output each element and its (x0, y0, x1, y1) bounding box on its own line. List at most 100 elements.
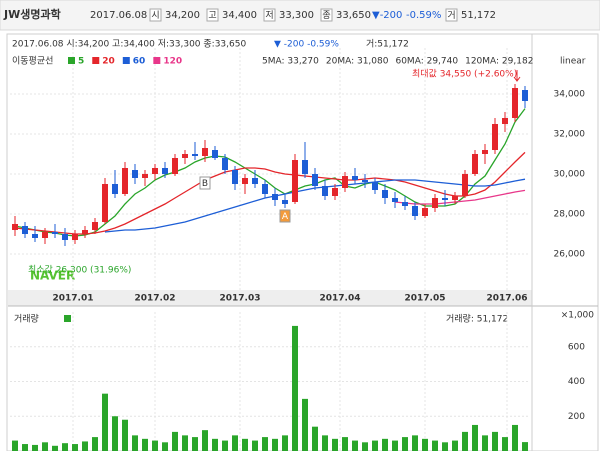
candle-body (352, 176, 358, 180)
volume-bar (112, 416, 118, 451)
volume-bar (52, 445, 58, 451)
y-tick-label: 400 (568, 377, 585, 387)
volume-bar (292, 325, 298, 451)
volume-bar (472, 424, 478, 451)
candle-body (122, 168, 128, 194)
volume-bar (32, 444, 38, 451)
legend-label: 20 (102, 57, 115, 67)
volume-title: 거래량 (14, 313, 39, 325)
candle-body (92, 222, 98, 230)
scale-label: linear (560, 57, 586, 67)
y-tick-label: 26,000 (554, 250, 586, 260)
info-line: 2017.06.08 시:34,200 고:34,400 저:33,300 종:… (12, 39, 246, 50)
x-tick-label: 2017.01 (53, 294, 94, 304)
volume-unit: ×1,000 (561, 311, 595, 321)
volume-bar (332, 438, 338, 451)
legend-swatch (92, 57, 100, 64)
candle-body (282, 200, 288, 204)
candle-body (302, 160, 308, 174)
volume-bar (182, 435, 188, 451)
x-tick-label: 2017.02 (135, 294, 176, 304)
candle-body (312, 174, 318, 186)
candle-body (362, 180, 368, 182)
volume-readout: 거래량: 51,172 (446, 313, 508, 325)
candle-body (462, 174, 468, 196)
annotation-box (279, 209, 291, 223)
volume-bar (502, 437, 508, 451)
candle-body (372, 182, 378, 190)
y-tick-label: 32,000 (554, 130, 586, 140)
candle-body (442, 198, 448, 200)
icon-box (320, 8, 333, 22)
volume-bar (362, 442, 368, 451)
y-tick-label: 34,000 (554, 90, 586, 100)
stock-name: JW생명과학 (3, 7, 61, 21)
ma-readout: 120MA: 29,182 (465, 57, 533, 67)
watermark: NAVER (30, 269, 75, 283)
volume-bar (212, 438, 218, 451)
legend-swatch (68, 57, 75, 64)
volume-bar (452, 440, 458, 451)
top-bar (0, 0, 600, 31)
x-tick-label: 2017.06 (487, 294, 528, 304)
candle-body (232, 170, 238, 184)
candle-body (392, 198, 398, 202)
volume-bar (162, 442, 168, 451)
volume-bar (242, 438, 248, 451)
candle-body (202, 148, 208, 156)
ma-readout: 5MA: 33,270 (262, 57, 319, 67)
candle-body (22, 226, 28, 234)
candle-body (272, 194, 278, 200)
candle-body (12, 224, 18, 230)
volume-bar (72, 444, 78, 451)
volume-bar (422, 438, 428, 451)
candle-body (292, 160, 298, 202)
volume-bar (392, 440, 398, 451)
ma-line (14, 108, 526, 237)
ma-readout: 20MA: 31,080 (326, 57, 389, 67)
volume-bar (342, 437, 348, 451)
candle-body (422, 208, 428, 216)
x-tick-label: 2017.03 (220, 294, 261, 304)
volume-bar (172, 431, 178, 451)
volume-bar (282, 435, 288, 451)
candle-body (62, 234, 68, 240)
volume-bar (122, 419, 128, 451)
candle-body (382, 190, 388, 198)
volume-bar (382, 438, 388, 451)
volume-bar (262, 437, 268, 451)
header-value: 33,300 (279, 10, 314, 21)
header-value: 33,650 (336, 10, 371, 21)
volume-bar (462, 431, 468, 451)
candle-body (152, 168, 158, 174)
header-volume: 51,172 (461, 10, 496, 21)
header-change-pct: -0.59% (406, 10, 441, 21)
header-value: 34,200 (165, 10, 200, 21)
volume-bar (512, 424, 518, 451)
icon-label: 거 (447, 10, 455, 21)
y-tick-label: 200 (568, 412, 585, 422)
volume-bar (42, 442, 48, 451)
candle-body (502, 118, 508, 124)
icon-label: 종 (322, 10, 330, 21)
candle-body (42, 232, 48, 238)
volume-bar (522, 442, 528, 451)
y-tick-label: 600 (568, 342, 585, 352)
chart-frame (6, 33, 599, 451)
candle-body (52, 232, 58, 234)
candle-body (512, 88, 518, 118)
candle-body (242, 178, 248, 184)
candle-body (332, 188, 338, 196)
candle-body (182, 154, 188, 158)
volume-bar (312, 426, 318, 451)
candle-body (522, 90, 528, 101)
volume-bar (442, 442, 448, 451)
volume-bar (82, 441, 88, 451)
header-change: ▼-200 (372, 10, 402, 21)
volume-bar (432, 440, 438, 451)
date-band (8, 290, 532, 306)
volume-bar (152, 440, 158, 451)
candle-body (82, 230, 88, 234)
candle-body (142, 174, 148, 178)
